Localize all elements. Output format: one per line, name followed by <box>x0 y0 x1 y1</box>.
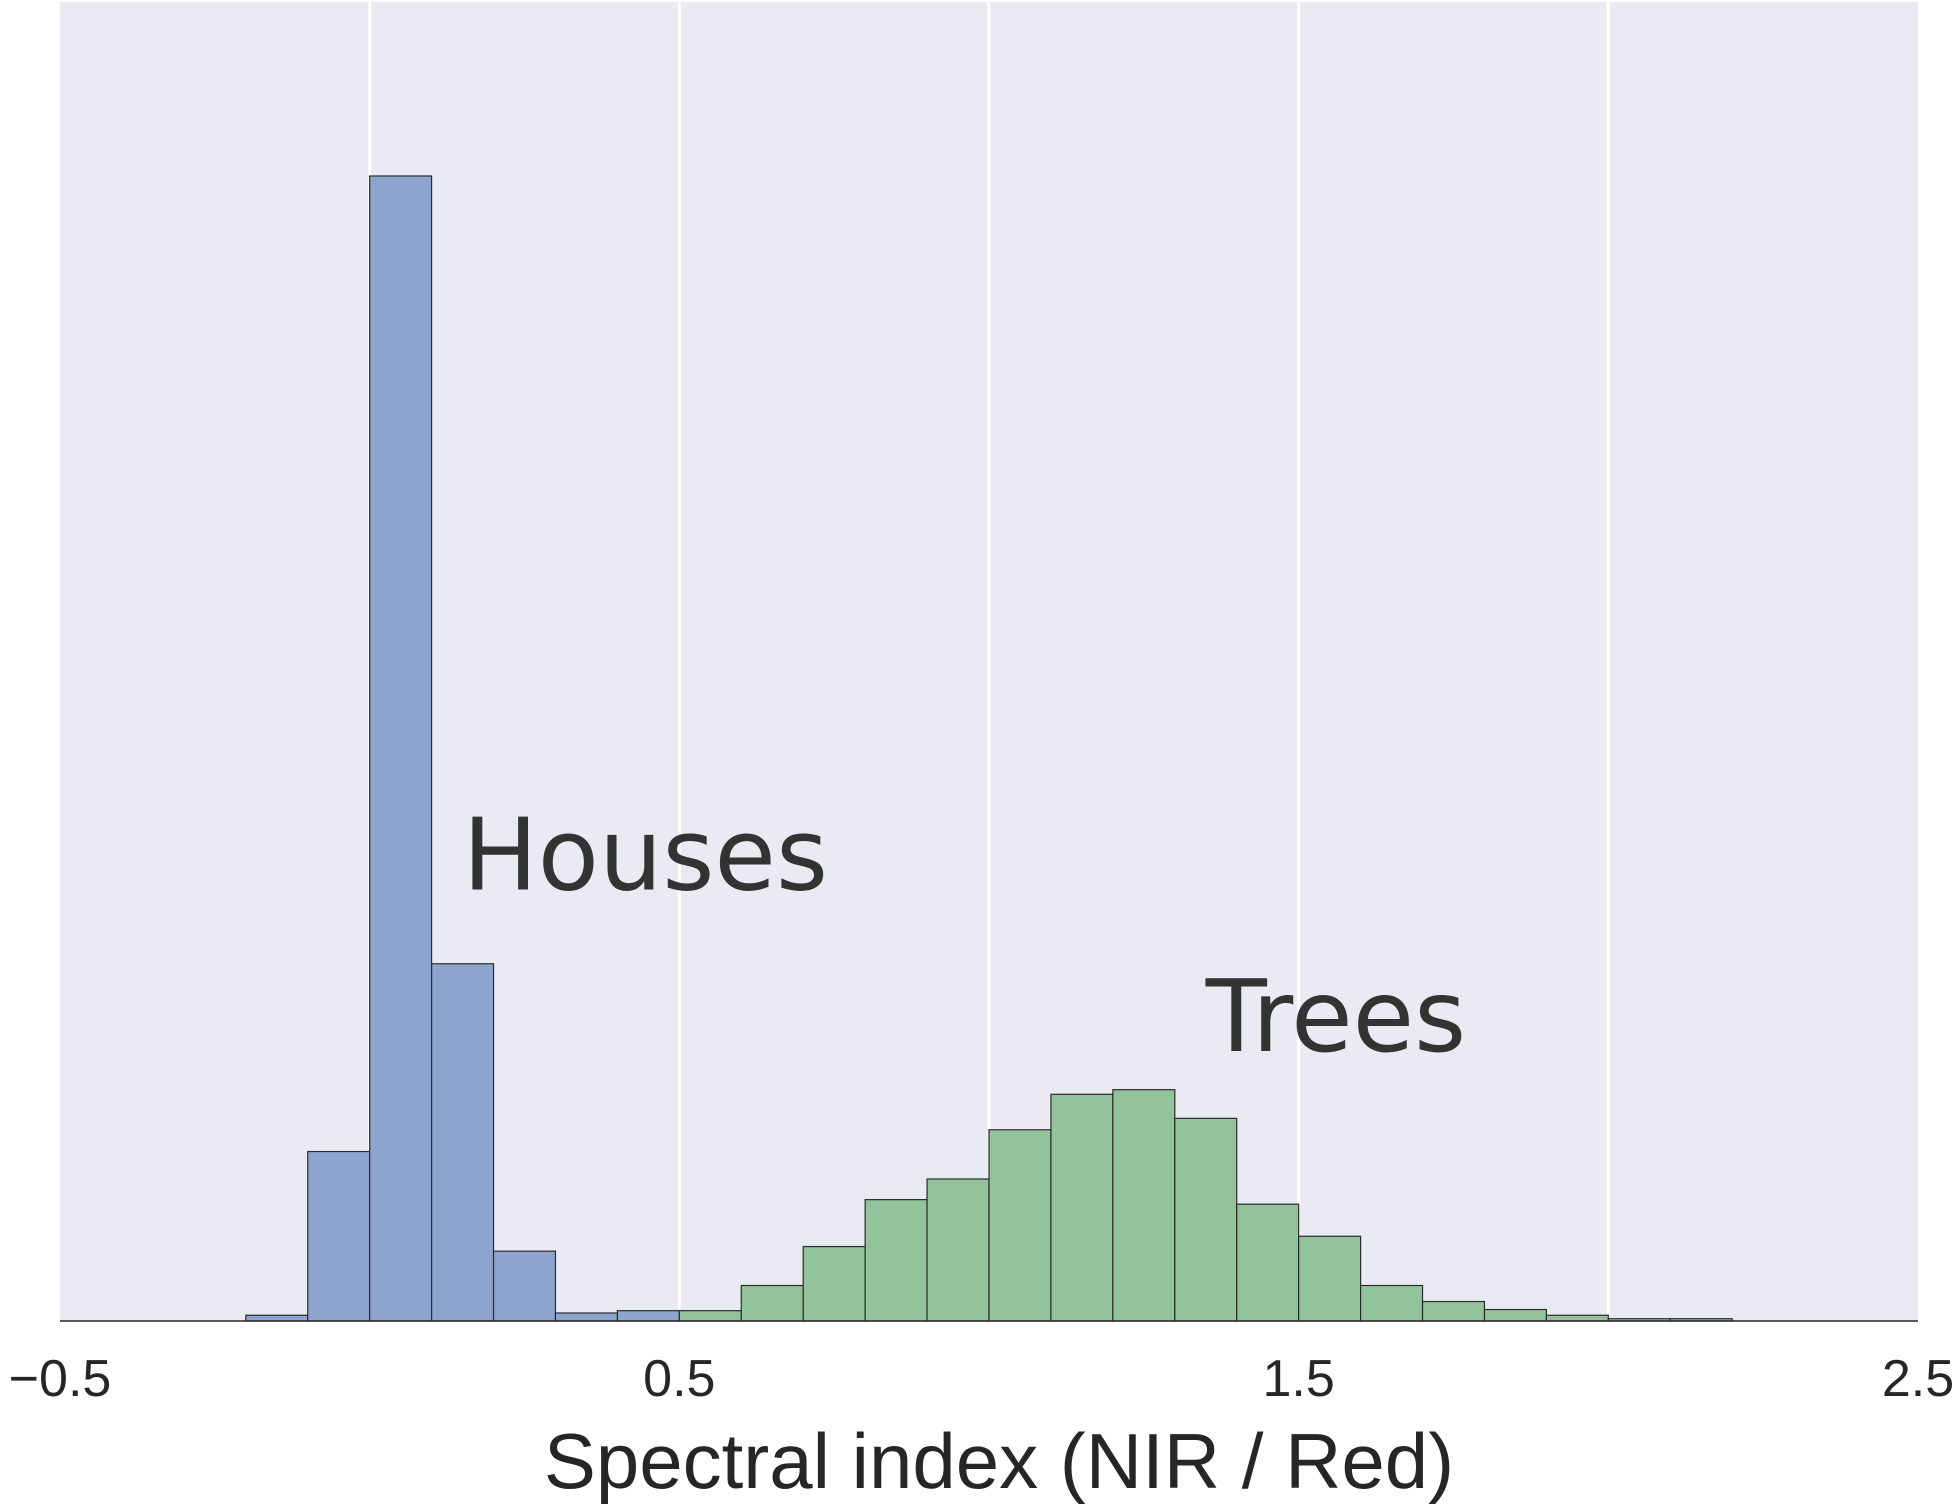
annotations: Houses Trees <box>463 796 1467 1074</box>
x-tick-label: −0.5 <box>9 1350 112 1408</box>
x-tick-label: 0.5 <box>643 1350 715 1408</box>
houses-bar <box>554 1312 619 1322</box>
trees-bar <box>802 1245 866 1322</box>
trees-bar <box>1236 1203 1300 1322</box>
houses-bar <box>369 175 433 1322</box>
trees-bar <box>1421 1300 1486 1322</box>
trees-bar <box>988 1129 1052 1322</box>
trees-bar <box>1174 1117 1238 1322</box>
x-tick-label: 2.5 <box>1882 1350 1954 1408</box>
annotation-houses: Houses <box>463 796 828 913</box>
trees-bar <box>1359 1284 1424 1322</box>
x-tick-label: 1.5 <box>1263 1350 1335 1408</box>
trees-bar <box>864 1199 928 1322</box>
houses-bar <box>431 963 495 1322</box>
houses-bar <box>616 1310 680 1322</box>
x-axis-label: Spectral index (NIR / Red) <box>544 1417 1454 1505</box>
annotation-trees: Trees <box>1205 958 1466 1075</box>
trees-bar <box>926 1178 990 1322</box>
x-tick-labels: −0.5 0.5 1.5 2.5 <box>9 1350 1954 1408</box>
histogram-bars <box>245 175 1733 1322</box>
trees-bar <box>740 1284 804 1322</box>
trees-bar <box>678 1310 742 1322</box>
trees-bar <box>1483 1308 1548 1322</box>
trees-bar <box>1545 1314 1609 1322</box>
trees-bar <box>1050 1093 1114 1322</box>
trees-bar <box>1112 1089 1176 1322</box>
houses-bar <box>492 1250 557 1322</box>
houses-bar <box>245 1314 309 1322</box>
trees-bar <box>1298 1235 1362 1322</box>
houses-bar <box>307 1150 371 1322</box>
